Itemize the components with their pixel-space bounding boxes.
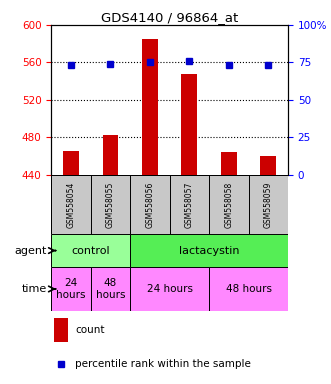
Bar xyxy=(91,267,130,311)
Bar xyxy=(130,267,209,311)
Bar xyxy=(54,318,68,342)
Bar xyxy=(169,175,209,234)
Bar xyxy=(91,175,130,234)
Bar xyxy=(249,175,288,234)
Text: 24 hours: 24 hours xyxy=(147,284,193,294)
Text: GSM558056: GSM558056 xyxy=(145,181,155,228)
Text: percentile rank within the sample: percentile rank within the sample xyxy=(75,359,251,369)
Bar xyxy=(142,39,158,175)
Text: count: count xyxy=(75,325,105,335)
Bar xyxy=(103,136,118,175)
Text: agent: agent xyxy=(14,245,47,256)
Text: GSM558055: GSM558055 xyxy=(106,181,115,228)
Text: GSM558054: GSM558054 xyxy=(67,181,75,228)
Bar xyxy=(260,156,276,175)
Bar xyxy=(130,234,288,267)
Text: 24
hours: 24 hours xyxy=(56,278,86,300)
Text: lactacystin: lactacystin xyxy=(179,245,239,256)
Bar xyxy=(181,74,197,175)
Text: GSM558057: GSM558057 xyxy=(185,181,194,228)
Bar xyxy=(130,175,169,234)
Bar xyxy=(51,267,91,311)
Bar xyxy=(221,152,237,175)
Bar xyxy=(51,175,91,234)
Title: GDS4140 / 96864_at: GDS4140 / 96864_at xyxy=(101,11,238,24)
Bar xyxy=(51,234,130,267)
Bar xyxy=(209,267,288,311)
Text: GSM558059: GSM558059 xyxy=(264,181,273,228)
Text: 48
hours: 48 hours xyxy=(96,278,125,300)
Bar xyxy=(63,151,79,175)
Text: GSM558058: GSM558058 xyxy=(224,181,233,228)
Bar xyxy=(209,175,249,234)
Text: 48 hours: 48 hours xyxy=(225,284,271,294)
Text: time: time xyxy=(21,284,47,294)
Text: control: control xyxy=(71,245,110,256)
